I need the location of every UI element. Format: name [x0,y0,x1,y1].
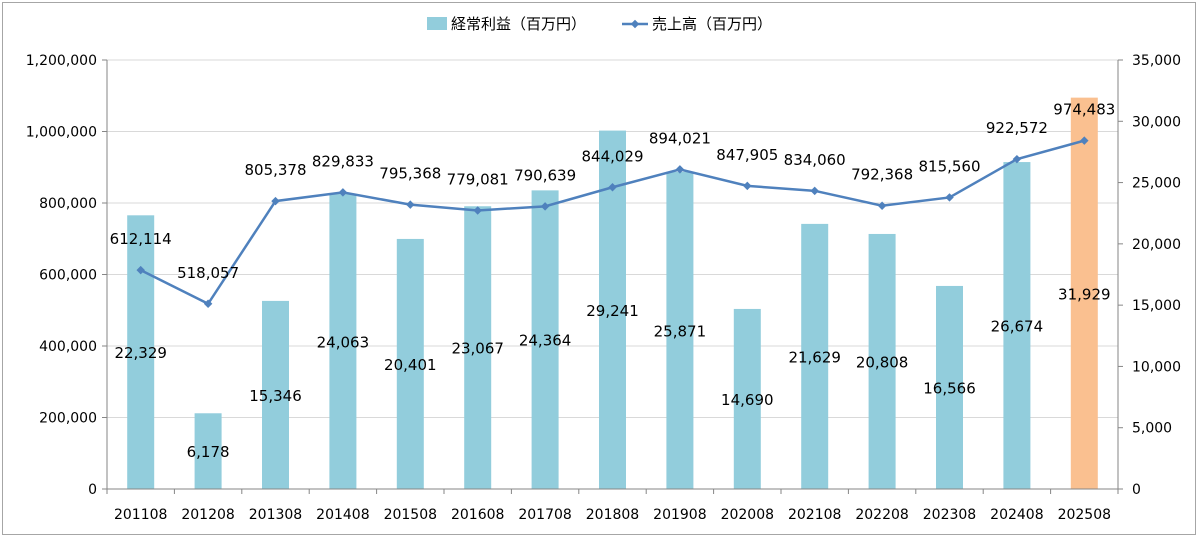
line-marker [473,206,482,215]
x-tick-label: 201908 [653,507,706,523]
line-marker [271,196,280,206]
line-marker [810,186,819,196]
x-tick-label: 201808 [586,507,639,523]
x-tick-label: 202108 [788,507,841,523]
x-tick-label: 201708 [518,507,571,523]
bar-data-label: 20,808 [856,353,909,371]
right-tick-label: 30,000 [1132,114,1181,130]
x-tick-label: 201608 [451,507,504,523]
bar [733,308,761,489]
x-tick-label: 202008 [721,507,774,523]
bar [127,215,155,490]
left-tick-label: 1,000,000 [26,125,97,141]
bar-data-label: 23,067 [451,340,504,358]
bar-data-label: 6,178 [187,443,230,461]
line-data-label: 795,368 [379,165,441,183]
line-data-label: 779,081 [447,170,509,188]
legend-line-marker [630,19,640,29]
bar-data-label: 24,063 [317,334,370,352]
line-marker [743,181,752,191]
x-tick-label: 201208 [181,507,234,523]
x-tick-label: 201308 [249,507,302,523]
right-tick-label: 35,000 [1132,53,1181,69]
bar-series [127,97,1098,490]
right-tick-label: 0 [1132,482,1141,498]
bar-data-label: 29,241 [586,302,639,320]
bar-data-label: 22,329 [114,344,167,362]
left-tick-label: 1,200,000 [26,53,97,69]
bar-data-label: 24,364 [519,332,572,350]
x-tick-label: 202208 [855,507,908,523]
x-tick-label: 202308 [923,507,976,523]
bar [868,233,896,489]
bar [801,223,829,489]
right-tick-label: 10,000 [1132,359,1181,375]
legend: 経常利益（百万円） 売上高（百万円） [427,15,772,33]
bar [531,190,559,489]
legend-bar-label: 経常利益（百万円） [451,15,586,33]
x-tick-label: 201408 [316,507,369,523]
bar-data-label: 26,674 [991,318,1044,336]
line-data-label: 612,114 [110,230,172,248]
bar-data-label: 14,690 [721,391,774,409]
left-tick-label: 0 [88,482,97,498]
x-tick-label: 202508 [1058,507,1111,523]
line-marker [203,299,213,309]
line-data-label: 974,483 [1053,101,1115,119]
bar-data-label: 25,871 [654,322,707,340]
bar-data-label: 15,346 [249,387,302,405]
right-tick-label: 15,000 [1132,298,1181,314]
line-data-label: 518,057 [177,264,239,282]
legend-line-label: 売上高（百万円） [652,15,772,33]
line-data-label: 805,378 [244,161,306,179]
line-data-label: 792,368 [851,166,913,184]
line-data-label: 847,905 [716,146,778,164]
bar [194,413,222,489]
line-marker [136,265,145,275]
bar [329,194,357,489]
bar [396,238,424,489]
line-data-label: 790,639 [514,166,576,184]
right-tick-label: 25,000 [1132,176,1181,192]
bar [666,171,694,490]
bar-data-label: 21,629 [788,348,841,366]
left-tick-label: 400,000 [39,339,97,355]
bar-data-label: 20,401 [384,356,437,374]
legend-bar-swatch [427,17,447,30]
right-tick-label: 5,000 [1132,421,1172,437]
line-marker [338,188,348,197]
left-tick-label: 800,000 [39,196,97,212]
bar-data-label: 16,566 [923,379,976,397]
line-data-label: 922,572 [986,119,1048,137]
bar [262,300,289,489]
left-tick-label: 200,000 [39,411,97,427]
x-tick-label: 201108 [114,507,167,523]
bar [1003,162,1031,489]
tick-labels: 0 200,000 400,000 600,000 800,000 1,000,000 1,… [26,53,1181,523]
right-tick-label: 20,000 [1132,237,1181,253]
bar [1070,97,1098,489]
line-data-label: 815,560 [918,157,980,175]
left-tick-label: 600,000 [39,268,97,284]
x-tick-label: 201508 [384,507,437,523]
bar-data-label: 31,929 [1058,285,1111,303]
bar [936,285,963,489]
line-data-label: 829,833 [312,152,374,170]
axes [102,59,1123,494]
line-data-label: 894,021 [649,129,711,147]
line-data-label: 834,060 [784,151,846,169]
bar [464,206,492,490]
line-data-label: 844,029 [581,147,643,165]
data-labels: 612,114 518,057 805,378 829,833 795,368 779,0… [110,101,1116,462]
line-marker [406,200,415,209]
x-tick-label: 202408 [990,507,1043,523]
